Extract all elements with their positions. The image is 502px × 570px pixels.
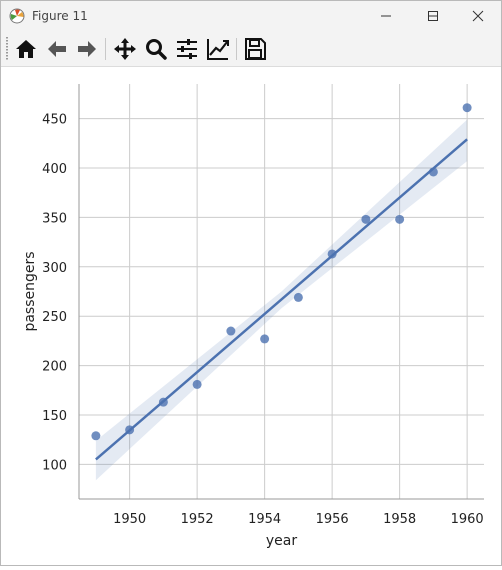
pan-icon — [114, 38, 136, 60]
x-tick-label: 1956 — [316, 512, 349, 527]
subplots-icon — [177, 39, 197, 59]
data-point[interactable] — [91, 431, 101, 441]
window-title: Figure 11 — [32, 9, 88, 23]
save-button[interactable] — [242, 36, 268, 62]
configure-subplots-button[interactable] — [174, 36, 200, 62]
minimize-icon — [381, 15, 391, 17]
toolbar-grip[interactable] — [6, 37, 8, 61]
close-icon — [472, 10, 484, 22]
figure-canvas[interactable]: 1950 1952 1954 1956 1958 1960 100 150 200 250 300 3… — [1, 67, 501, 565]
toolbar-separator — [236, 38, 237, 60]
close-button[interactable] — [455, 1, 501, 32]
y-tick-label: 450 — [42, 113, 67, 128]
x-tick-label: 1960 — [451, 512, 484, 527]
x-axis-label: year — [266, 533, 297, 549]
toolbar-separator — [105, 38, 106, 60]
pan-button[interactable] — [112, 36, 138, 62]
minimize-icon — [428, 15, 438, 17]
data-point[interactable] — [260, 334, 270, 344]
x-tick-label: 1958 — [383, 512, 416, 527]
data-point[interactable] — [462, 103, 472, 113]
y-tick-label: 150 — [42, 409, 67, 424]
x-tick-label: 1950 — [113, 512, 146, 527]
edit-axis-button[interactable] — [205, 36, 231, 62]
regression-plot[interactable]: 1950 1952 1954 1956 1958 1960 100 150 200 250 300 3… — [1, 67, 501, 565]
y-tick-label: 300 — [42, 261, 67, 276]
save-icon — [245, 38, 266, 60]
matplotlib-icon — [9, 8, 25, 24]
minimize-button[interactable] — [410, 1, 456, 32]
maximize-icon — [428, 11, 438, 21]
y-tick-label: 200 — [42, 360, 67, 375]
home-button[interactable] — [13, 36, 39, 62]
home-icon — [16, 40, 36, 58]
data-point[interactable] — [395, 214, 405, 224]
forward-arrow-icon — [78, 41, 96, 57]
title-bar[interactable]: Figure 11 — [1, 1, 501, 32]
x-tick-label: 1952 — [181, 512, 214, 527]
data-point[interactable] — [192, 379, 202, 389]
edit-axis-icon — [207, 39, 229, 60]
y-tick-label: 250 — [42, 310, 67, 325]
maximize-button[interactable] — [410, 1, 456, 32]
data-point[interactable] — [293, 292, 303, 302]
y-tick-label: 100 — [42, 458, 67, 473]
back-button[interactable] — [44, 36, 70, 62]
forward-button[interactable] — [74, 36, 100, 62]
zoom-icon — [146, 39, 167, 60]
minimize-button-area[interactable] — [363, 1, 409, 32]
navigation-toolbar — [1, 32, 501, 67]
y-tick-label: 350 — [42, 211, 67, 226]
y-tick-label: 400 — [42, 162, 67, 177]
data-point[interactable] — [361, 214, 371, 224]
x-tick-label: 1954 — [248, 512, 281, 527]
regression-line — [95, 138, 468, 461]
zoom-button[interactable] — [143, 36, 169, 62]
y-axis-label: passengers — [22, 251, 38, 331]
back-arrow-icon — [48, 41, 66, 57]
data-point[interactable] — [226, 326, 236, 336]
